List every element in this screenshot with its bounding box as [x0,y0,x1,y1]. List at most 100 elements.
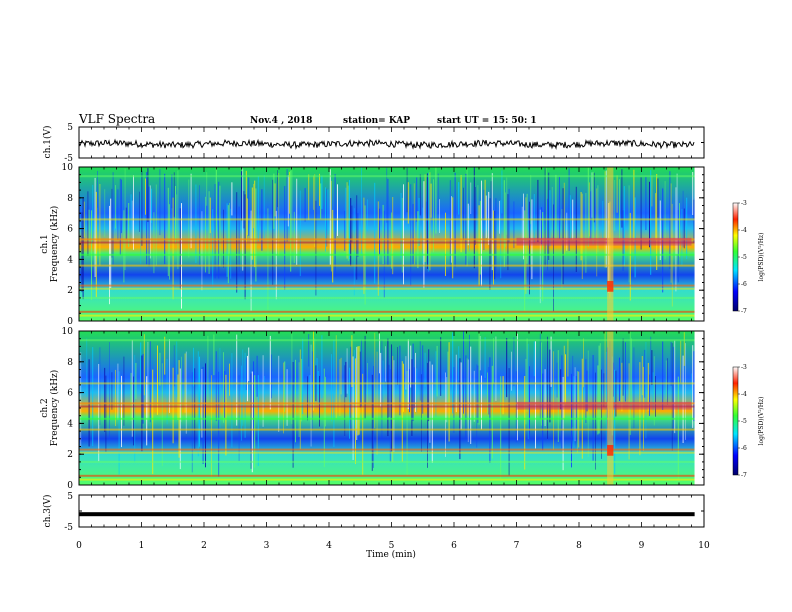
spectrogram-streak [134,354,136,463]
spectrogram-streak [98,364,100,462]
spectrogram-ytick-label: 8 [67,358,73,368]
spectrogram-streak [541,207,542,245]
spectrogram-streak [219,347,221,428]
spectrogram-streak [267,208,269,310]
spectrogram-streak [583,338,584,388]
spectrogram-streak [176,194,178,240]
spectrogram-streak [301,358,302,422]
spectrogram-streak [645,342,647,439]
spectrogram-streak [677,210,679,283]
spectrogram-burst-core [607,280,614,292]
spectrogram-streak [392,197,394,275]
spectrogram-streak [161,363,163,467]
spectrogram-streak [562,188,564,285]
spectrogram-streak [302,338,304,415]
spectrogram-streak [269,335,271,410]
spectrogram-streak [309,375,311,407]
spectrogram-streak [88,209,90,245]
spectrogram-streak [283,362,284,434]
date-label: Nov.4 , 2018 [250,116,312,126]
spectrogram-streak [364,335,366,419]
spectrogram-streak [478,205,480,286]
spectrogram-streak [614,180,616,231]
spectrogram-streak [327,189,329,235]
spectrogram-band [79,238,695,241]
spectrogram-streak [135,362,137,400]
spectrogram-streak [296,178,298,265]
spectrogram-streak [314,174,316,248]
spectrogram-streak [172,197,174,300]
spectrogram-streak [353,208,355,296]
spectrogram-streak [356,346,358,440]
spectrogram-streak [391,212,392,269]
ch1-spectrogram-panel: 0 2 4 6 8 10 ch.1 Frequency (kHz) -3 -4 -5 -6 -7 l… [40,163,765,327]
spectrogram-streak [621,362,623,412]
spectrogram-streak [361,339,362,407]
spectrogram-streak [556,362,558,398]
spectrogram-streak [104,189,106,238]
spectrogram-streak [250,210,252,311]
spectrogram-streak [385,346,386,382]
spectrogram-streak [580,192,582,261]
spectrogram-band [79,175,695,178]
ch2-spectrogram-ylabel: ch.2 [40,398,50,417]
ch1-spectrogram-image [79,167,704,321]
spectrogram-streak [263,376,265,409]
spectrogram-band [79,448,695,451]
spectrogram-streak [371,374,373,471]
spectrogram-streak [436,345,438,397]
spectrogram-streak [123,210,125,283]
spectrogram-streak [641,356,643,396]
spectrogram-streak [416,177,418,222]
spectrogram-ytick-label: 2 [67,450,73,460]
spectrogram-streak [452,197,454,279]
spectrogram-streak [485,195,487,238]
spectrogram-streak [193,347,194,387]
spectrogram-streak [115,185,116,229]
ch1-ytick-bottom: -5 [64,154,73,164]
spectrogram-streak [401,197,403,273]
spectrogram-streak [460,175,462,253]
spectrogram-streak [315,200,317,296]
spectrogram-streak [547,336,548,439]
spectrogram-streak [667,358,668,405]
spectrogram-streak [427,362,428,468]
spectrogram-streak [313,331,314,411]
spectrogram-streak [452,332,454,414]
spectrogram-streak [284,186,286,290]
spectrogram-streak [146,376,148,446]
spectrogram-streak [386,167,388,223]
spectrogram-streak [567,339,569,377]
spectrogram-streak [439,199,440,233]
spectrogram-streak [250,373,252,469]
spectrogram-streak [181,356,182,422]
spectrogram-streak [145,178,146,215]
spectrogram-streak [308,174,310,220]
spectrogram-streak [565,354,566,405]
spectrogram-streak [613,362,614,397]
spectrogram-streak [596,188,598,277]
spectrogram-streak [361,167,362,254]
spectrogram-streak [167,187,169,277]
spectrogram-streak [321,175,323,209]
spectrogram-streak [561,209,563,288]
spectrogram-streak [218,371,220,477]
spectrogram-streak [650,336,652,383]
spectrogram-streak [230,208,232,279]
spectrogram-streak [287,175,289,227]
spectrogram-band [79,405,695,408]
spectrogram-streak [470,182,472,214]
spectrogram-streak [199,185,200,266]
spectrogram-streak [537,179,539,243]
spectrogram-streak [651,175,653,207]
spectrogram-streak [631,338,632,410]
spectrogram-streak [339,359,341,416]
spectrogram-streak [143,334,145,396]
spectrogram-streak [676,173,678,255]
colorbar-gradient [732,366,739,476]
spectrogram-streak [475,187,476,245]
colorbar-tick-label: -6 [741,445,747,452]
spectrogram-band [79,218,695,221]
spectrogram-streak [460,362,462,430]
